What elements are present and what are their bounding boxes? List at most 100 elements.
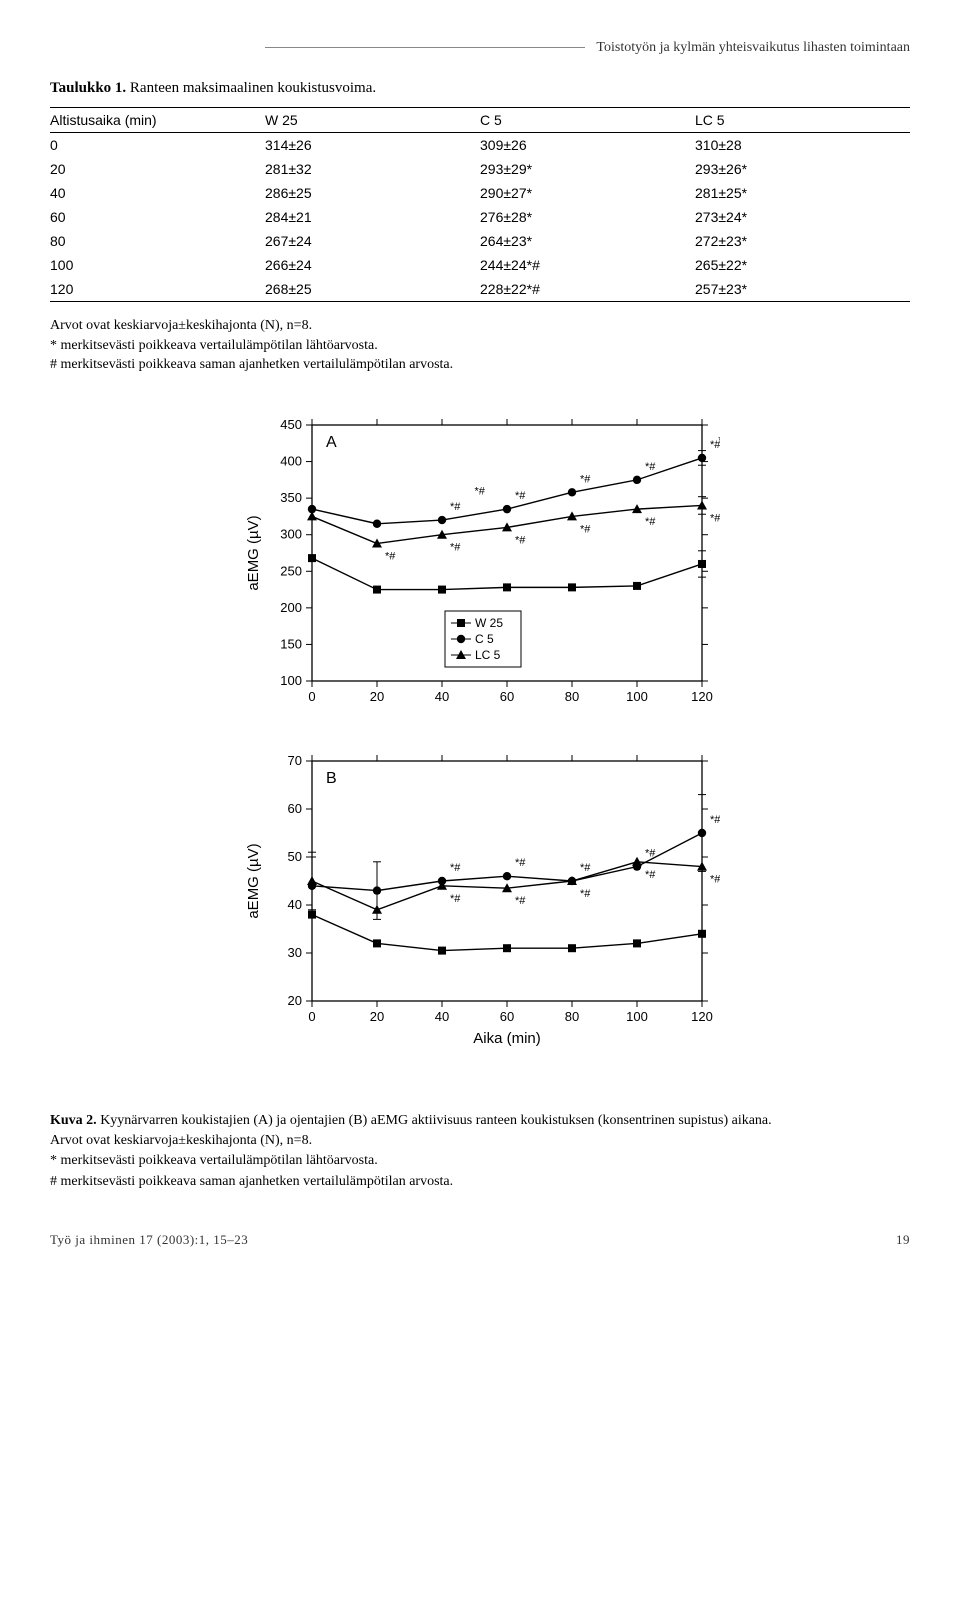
table-cell: 20 <box>50 157 265 181</box>
svg-text:A: A <box>326 434 337 451</box>
table-note-line: Arvot ovat keskiarvoja±keskihajonta (N),… <box>50 316 910 336</box>
table-row: 120268±25228±22*#257±23* <box>50 277 910 302</box>
svg-text:400: 400 <box>280 453 302 468</box>
svg-text:100: 100 <box>626 1009 648 1024</box>
svg-text:250: 250 <box>280 563 302 578</box>
svg-text:50: 50 <box>288 849 302 864</box>
svg-text:200: 200 <box>280 600 302 615</box>
table-cell: 244±24*# <box>480 253 695 277</box>
table-cell: 293±26* <box>695 157 910 181</box>
svg-text:100: 100 <box>280 673 302 688</box>
svg-text:70: 70 <box>288 753 302 768</box>
running-head-rule <box>265 47 585 48</box>
table-row: 20281±32293±29*293±26* <box>50 157 910 181</box>
table-row: 100266±24244±24*#265±22* <box>50 253 910 277</box>
svg-text:*#: *# <box>645 461 656 473</box>
svg-text:20: 20 <box>370 1009 384 1024</box>
svg-text:20: 20 <box>288 993 302 1008</box>
svg-text:120: 120 <box>691 689 713 704</box>
svg-text:40: 40 <box>435 1009 449 1024</box>
table-cell: 310±28 <box>695 133 910 158</box>
table-cell: 290±27* <box>480 181 695 205</box>
svg-text:Aika (min): Aika (min) <box>473 1030 541 1047</box>
svg-text:*#: *# <box>710 873 720 885</box>
svg-text:*#: *# <box>645 869 656 881</box>
svg-text:150: 150 <box>280 636 302 651</box>
figure-caption: Kuva 2. Kyynärvarren koukistajien (A) ja… <box>50 1111 910 1192</box>
svg-text:20: 20 <box>370 689 384 704</box>
running-head: Toistotyön ja kylmän yhteisvaikutus liha… <box>50 40 910 56</box>
table-cell: 100 <box>50 253 265 277</box>
svg-text:*#: *# <box>645 516 656 528</box>
svg-text:450: 450 <box>280 417 302 432</box>
svg-text:40: 40 <box>288 897 302 912</box>
figure-note-line: # merkitsevästi poikkeava saman ajanhetk… <box>50 1172 910 1192</box>
svg-text:30: 30 <box>288 945 302 960</box>
table-cell: 281±25* <box>695 181 910 205</box>
svg-text:80: 80 <box>565 689 579 704</box>
svg-text:*#: *# <box>718 434 720 446</box>
running-head-text: Toistotyön ja kylmän yhteisvaikutus liha… <box>596 40 910 55</box>
svg-text:*#: *# <box>385 550 396 562</box>
svg-text:W 25: W 25 <box>475 616 503 630</box>
table-cell: 228±22*# <box>480 277 695 302</box>
table-header: LC 5 <box>695 108 910 133</box>
svg-text:300: 300 <box>280 526 302 541</box>
table-cell: 276±28* <box>480 205 695 229</box>
table-row: 40286±25290±27*281±25* <box>50 181 910 205</box>
table-row: 0314±26309±26310±28 <box>50 133 910 158</box>
figure-note-line: Arvot ovat keskiarvoja±keskihajonta (N),… <box>50 1131 910 1151</box>
svg-text:LC 5: LC 5 <box>475 648 501 662</box>
svg-text:40: 40 <box>435 689 449 704</box>
svg-text:80: 80 <box>565 1009 579 1024</box>
svg-text:*#: *# <box>580 523 591 535</box>
table-cell: 80 <box>50 229 265 253</box>
svg-text:*#: *# <box>710 512 720 524</box>
footer-left: Työ ja ihminen 17 (2003):1, 15–23 <box>50 1232 248 1248</box>
chart-a-container: 100 150 200 250 300 350 400 450 0 20 40 60 80 100 120 a… <box>50 411 910 721</box>
svg-text:60: 60 <box>500 689 514 704</box>
table-header: C 5 <box>480 108 695 133</box>
svg-text:350: 350 <box>280 490 302 505</box>
table-cell: 286±25 <box>265 181 480 205</box>
table-cell: 257±23* <box>695 277 910 302</box>
table-cell: 314±26 <box>265 133 480 158</box>
table-cell: 120 <box>50 277 265 302</box>
svg-text:100: 100 <box>626 689 648 704</box>
svg-text:*#: *# <box>645 847 656 859</box>
svg-text:60: 60 <box>500 1009 514 1024</box>
svg-text:*#: *# <box>580 473 591 485</box>
table-cell: 293±29* <box>480 157 695 181</box>
table-cell: 264±23* <box>480 229 695 253</box>
table-title: Taulukko 1. Ranteen maksimaalinen koukis… <box>50 80 910 97</box>
svg-text:0: 0 <box>308 689 315 704</box>
table-cell: 272±23* <box>695 229 910 253</box>
table-cell: 268±25 <box>265 277 480 302</box>
svg-text:0: 0 <box>308 1009 315 1024</box>
page-footer: Työ ja ihminen 17 (2003):1, 15–23 19 <box>50 1232 910 1248</box>
table-row: 80267±24264±23*272±23* <box>50 229 910 253</box>
chart-b-container: 203040506070020406080100120aEMG (µV)Aika… <box>50 747 910 1081</box>
data-table: Altistusaika (min)W 25C 5LC 5 0314±26309… <box>50 107 910 302</box>
svg-text:*#: *# <box>580 888 591 900</box>
table-header: W 25 <box>265 108 480 133</box>
table-cell: 309±26 <box>480 133 695 158</box>
table-cell: 0 <box>50 133 265 158</box>
table-cell: 281±32 <box>265 157 480 181</box>
svg-text:*#: *# <box>515 534 526 546</box>
svg-text:120: 120 <box>691 1009 713 1024</box>
figure-caption-text: Kyynärvarren koukistajien (A) ja ojentaj… <box>97 1113 772 1128</box>
figure-number: Kuva 2. <box>50 1113 97 1128</box>
table-number: Taulukko 1. <box>50 80 126 96</box>
svg-text:*#: *# <box>450 893 461 905</box>
svg-text:aEMG (µV): aEMG (µV) <box>245 515 262 590</box>
table-row: 60284±21276±28*273±24* <box>50 205 910 229</box>
svg-text:*#: *# <box>515 857 526 869</box>
svg-text:*#: *# <box>450 862 461 874</box>
svg-text:*#: *# <box>710 814 720 826</box>
table-cell: 60 <box>50 205 265 229</box>
svg-text:aEMG (µV): aEMG (µV) <box>245 843 262 918</box>
table-note-line: * merkitsevästi poikkeava vertailulämpöt… <box>50 336 910 356</box>
table-notes: Arvot ovat keskiarvoja±keskihajonta (N),… <box>50 316 910 375</box>
figure-note-line: * merkitsevästi poikkeava vertailulämpöt… <box>50 1151 910 1171</box>
